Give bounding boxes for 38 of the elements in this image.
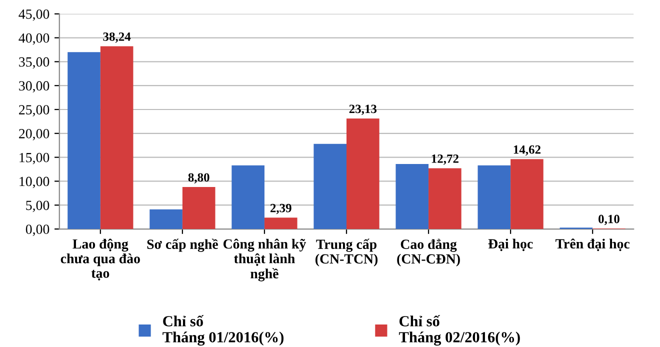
data-label: 2,39 bbox=[270, 204, 292, 214]
x-tick-label: Trung cấp (CN-TCN) bbox=[315, 238, 378, 266]
bar bbox=[396, 164, 429, 230]
y-tick-label: 35,00 bbox=[19, 57, 50, 69]
data-label: 12,72 bbox=[432, 154, 458, 165]
x-tick-label: Sơ cấp nghề bbox=[147, 238, 218, 252]
y-tick-label: 15,00 bbox=[20, 152, 50, 164]
bar bbox=[346, 118, 380, 230]
bar bbox=[478, 165, 511, 230]
y-tick-label: 45,00 bbox=[18, 9, 50, 21]
bar bbox=[150, 209, 182, 230]
data-label: 8,80 bbox=[188, 173, 210, 184]
y-tick-label: 20,00 bbox=[19, 128, 50, 140]
bar bbox=[182, 186, 216, 230]
data-label: 38,24 bbox=[103, 32, 131, 43]
data-label: 14,62 bbox=[514, 145, 540, 156]
bar bbox=[314, 144, 346, 230]
y-tick-label: 25,00 bbox=[19, 105, 50, 116]
y-tick-label: 10,00 bbox=[20, 176, 50, 188]
data-label: 0,10 bbox=[598, 214, 620, 226]
bar bbox=[68, 52, 100, 230]
legend-label: Chỉ số Tháng 02/2016(%) bbox=[398, 315, 520, 346]
bar bbox=[100, 46, 134, 230]
bar bbox=[232, 165, 264, 230]
x-tick-label: Lao động chưa qua đào tạo bbox=[60, 238, 140, 280]
bar bbox=[510, 159, 544, 230]
y-tick-label: 30,00 bbox=[19, 81, 50, 93]
bar bbox=[264, 218, 298, 230]
y-tick-label: 40,00 bbox=[18, 33, 50, 45]
x-tick-label: Công nhân kỹ thuật lành nghề bbox=[223, 238, 306, 282]
x-tick-label: Cao đẳng (CN-CĐN) bbox=[397, 238, 460, 266]
y-tick-label: 0,00 bbox=[26, 224, 50, 236]
x-tick-label: Đại học bbox=[488, 238, 533, 252]
y-tick-label: 5,00 bbox=[26, 200, 50, 212]
data-label: 23,13 bbox=[349, 104, 377, 115]
bar bbox=[428, 168, 462, 230]
x-tick-label: Trên đại học bbox=[556, 238, 630, 252]
legend-label: Chỉ số Tháng 01/2016(%) bbox=[162, 315, 284, 346]
